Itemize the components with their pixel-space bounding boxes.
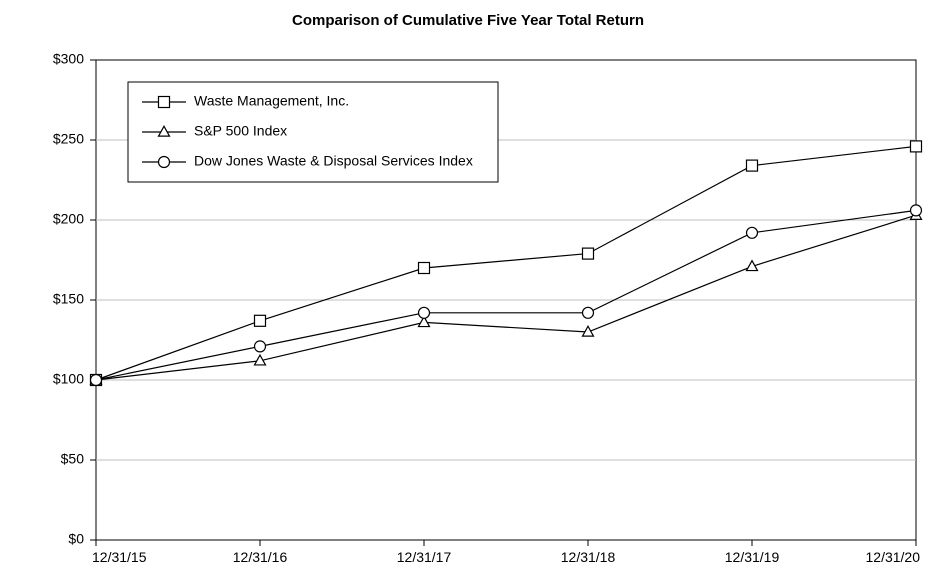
marker-square xyxy=(159,97,170,108)
x-tick-label: 12/31/19 xyxy=(725,549,780,565)
legend-label: Dow Jones Waste & Disposal Services Inde… xyxy=(194,153,473,169)
y-tick-label: $250 xyxy=(53,131,84,147)
marker-circle xyxy=(747,227,758,238)
x-tick-label: 12/31/18 xyxy=(561,549,616,565)
marker-square xyxy=(419,263,430,274)
legend-label: Waste Management, Inc. xyxy=(194,93,349,109)
x-tick-label: 12/31/17 xyxy=(397,549,452,565)
y-tick-label: $200 xyxy=(53,211,84,227)
marker-square xyxy=(911,141,922,152)
x-tick-label: 12/31/16 xyxy=(233,549,288,565)
marker-square xyxy=(255,315,266,326)
y-tick-label: $100 xyxy=(53,371,84,387)
y-tick-label: $150 xyxy=(53,291,84,307)
marker-circle xyxy=(911,205,922,216)
chart-svg: $0 $50 $100 $150 $200 $250 $300 12/31/15 12/31/1… xyxy=(0,0,936,584)
legend: Waste Management, Inc. S&P 500 Index Dow J… xyxy=(128,82,498,182)
chart-container: Comparison of Cumulative Five Year Total… xyxy=(0,0,936,584)
x-tick-label: 12/31/20 xyxy=(866,549,921,565)
marker-circle xyxy=(583,307,594,318)
y-tick-label: $0 xyxy=(68,531,84,547)
marker-circle xyxy=(91,375,102,386)
marker-circle xyxy=(419,307,430,318)
y-tick-label: $50 xyxy=(61,451,85,467)
marker-square xyxy=(747,160,758,171)
legend-label: S&P 500 Index xyxy=(194,123,287,139)
marker-circle xyxy=(159,157,170,168)
y-tick-label: $300 xyxy=(53,51,84,67)
marker-circle xyxy=(255,341,266,352)
marker-square xyxy=(583,248,594,259)
x-tick-label: 12/31/15 xyxy=(92,549,147,565)
chart-title: Comparison of Cumulative Five Year Total… xyxy=(0,12,936,29)
